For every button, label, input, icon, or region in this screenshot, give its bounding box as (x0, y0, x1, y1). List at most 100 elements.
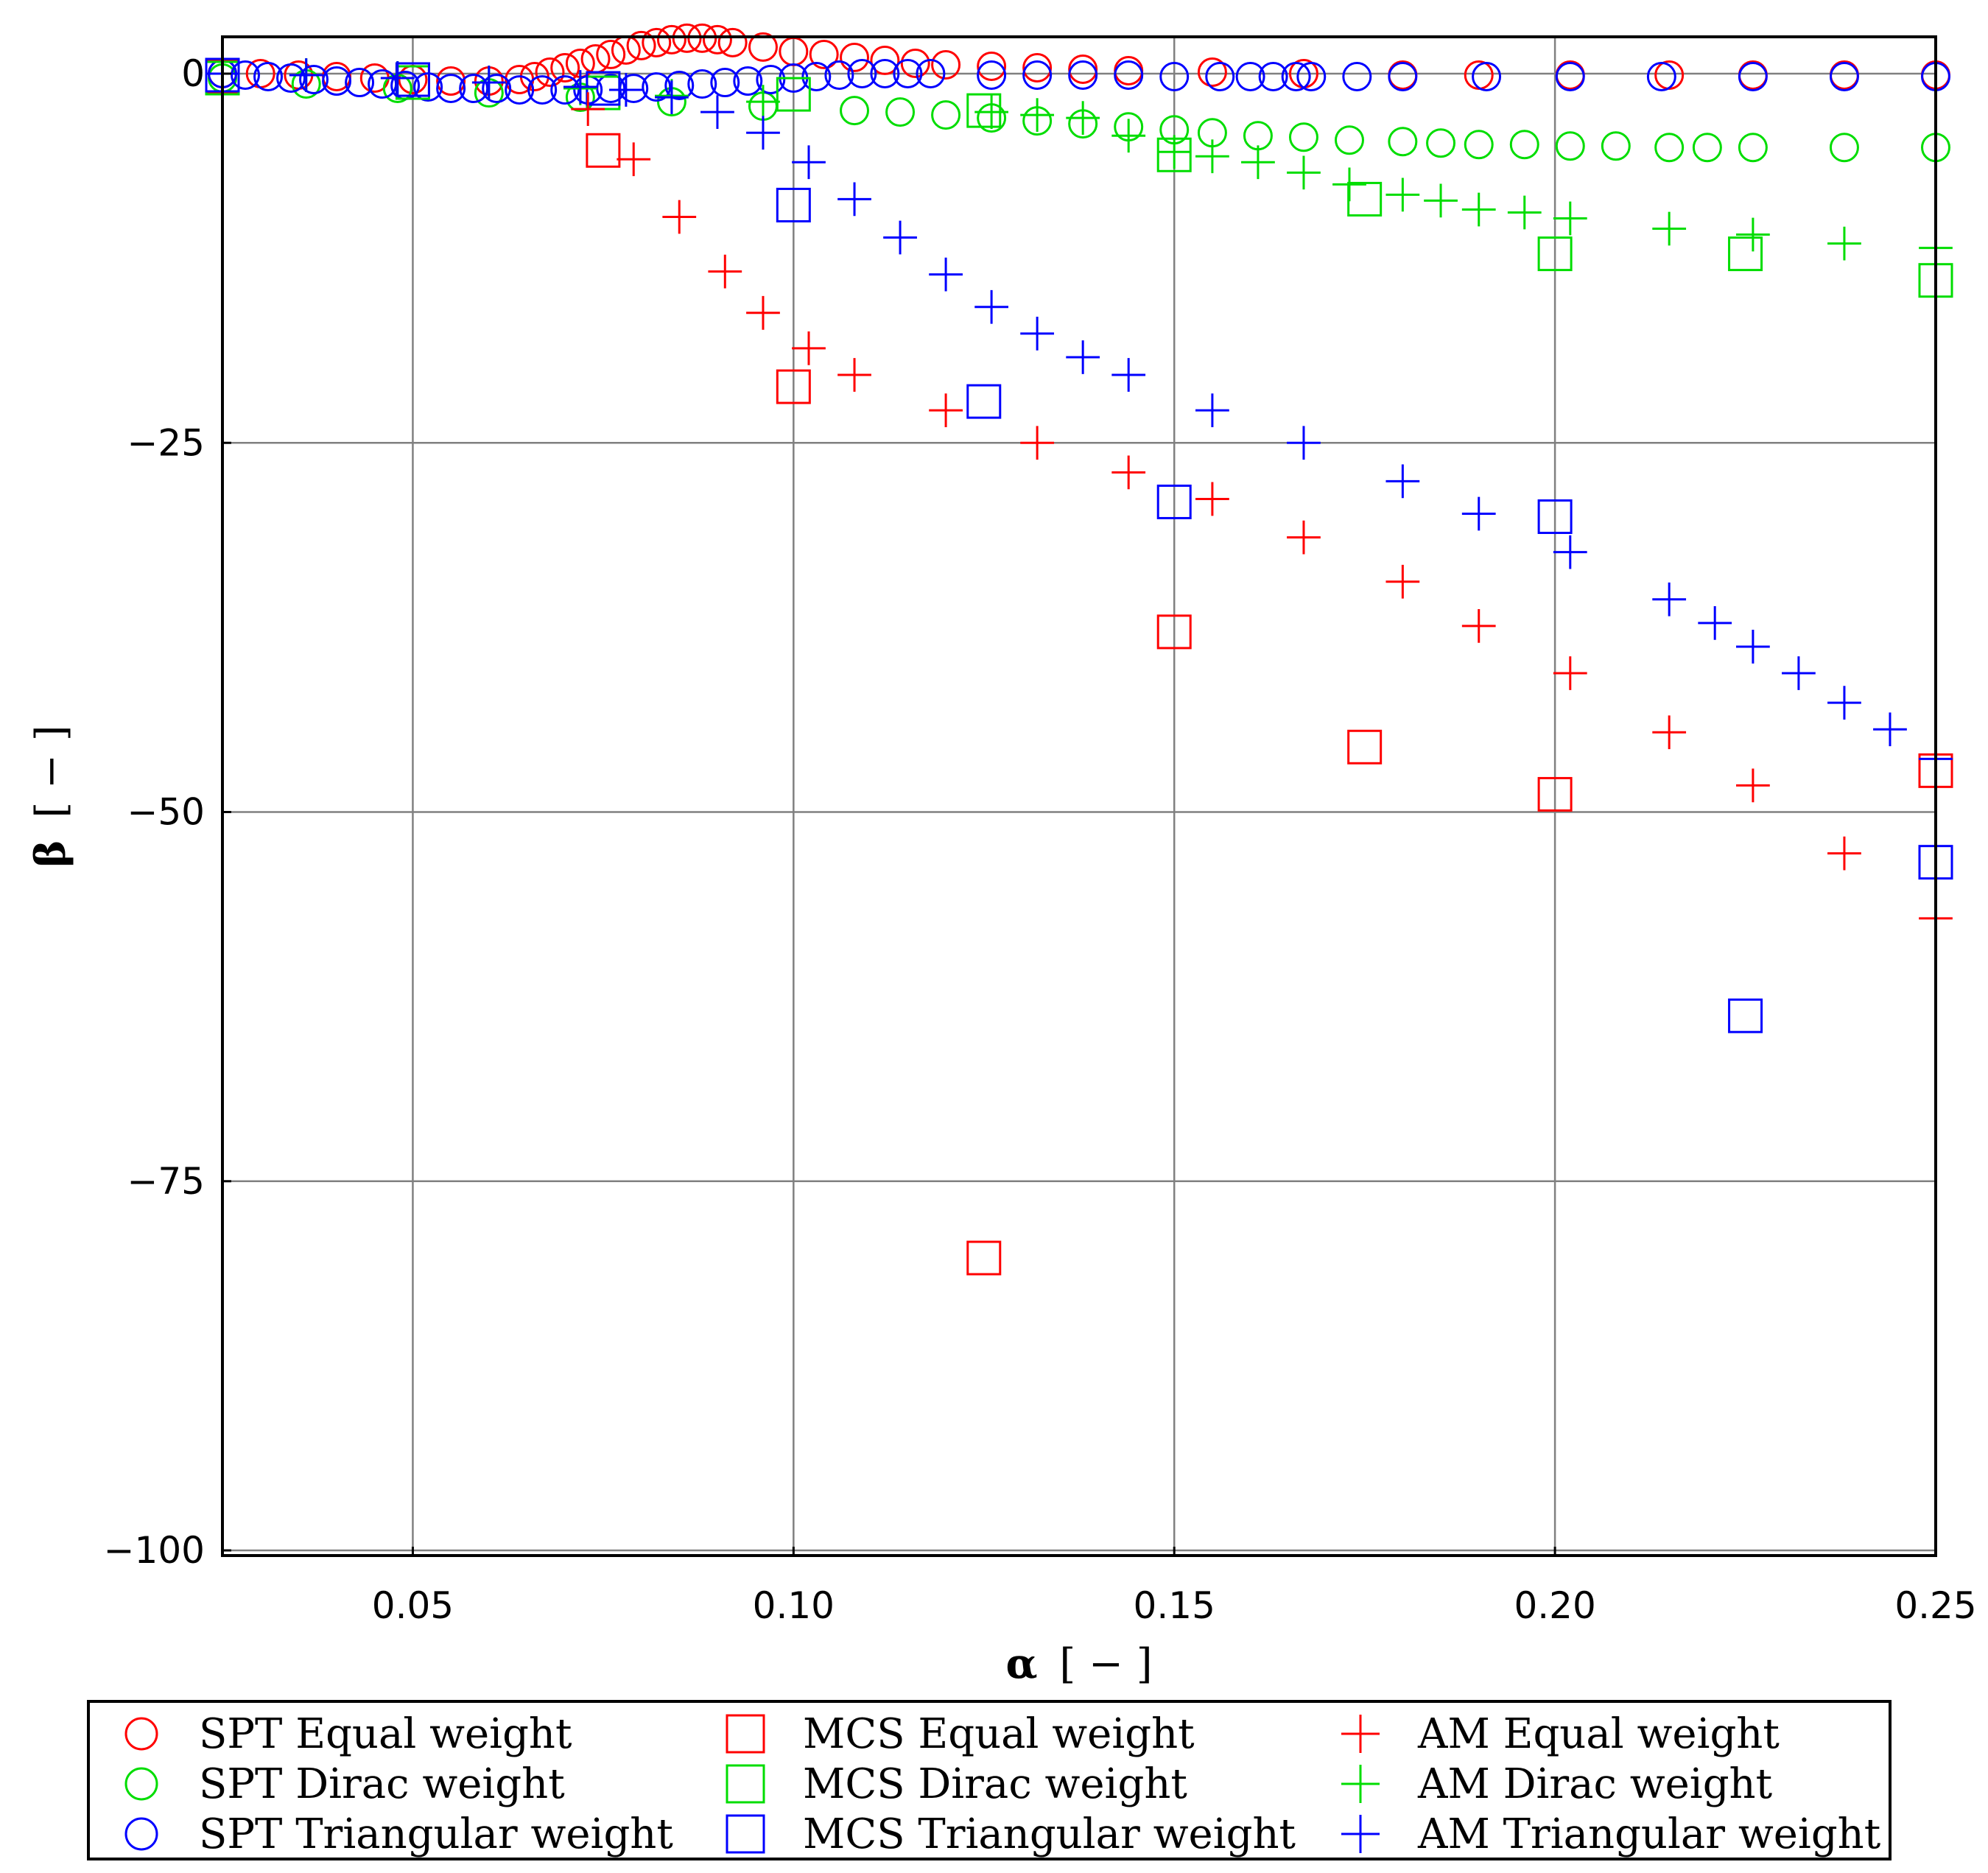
legend-label: SPT Triangular weight (199, 1810, 673, 1858)
data-point (840, 42, 870, 72)
data-point (596, 39, 626, 69)
square-marker-icon (726, 1714, 765, 1754)
y-tick-label: −75 (127, 1160, 205, 1203)
data-point (966, 1240, 1002, 1276)
data-point (482, 74, 512, 104)
legend-label: AM Dirac weight (1418, 1760, 1773, 1808)
data-point (776, 77, 811, 112)
data-point (1020, 426, 1055, 460)
data-point (1652, 582, 1687, 616)
data-point (1287, 155, 1321, 190)
data-point (710, 68, 740, 98)
data-point (893, 59, 923, 88)
series-am-triangular-weight (206, 57, 1953, 776)
data-point (1464, 130, 1494, 160)
data-point (1205, 62, 1235, 91)
legend-label: AM Equal weight (1418, 1709, 1780, 1758)
data-point (289, 58, 323, 92)
data-point (1258, 62, 1288, 91)
series-spt-dirac-weight (208, 63, 1950, 163)
data-point (1342, 62, 1372, 91)
data-point (837, 182, 871, 217)
data-point (617, 142, 651, 177)
grid-lines (222, 37, 1937, 1556)
legend-marker (124, 1717, 158, 1751)
data-point (792, 145, 826, 180)
x-tick-label: 0.20 (1514, 1584, 1595, 1627)
square-marker-icon (726, 1814, 765, 1854)
circle-marker-icon (124, 1717, 158, 1751)
data-point (1507, 195, 1542, 230)
data-point (1388, 62, 1418, 91)
data-point (792, 331, 826, 365)
legend-marker (1341, 1815, 1380, 1853)
data-point (527, 75, 558, 105)
data-point (883, 220, 917, 255)
data-point (1537, 236, 1573, 272)
data-point (1736, 217, 1770, 252)
data-point (870, 45, 900, 75)
series-mcs-equal-weight (205, 59, 1953, 1276)
data-point (535, 57, 565, 87)
circle-marker-icon (124, 1817, 158, 1851)
data-point (1020, 317, 1055, 351)
data-point (746, 295, 780, 330)
data-point (837, 358, 871, 392)
data-point (1385, 564, 1420, 599)
legend-label: MCS Dirac weight (803, 1760, 1187, 1808)
legend-item: AM Triangular weight (1338, 1809, 1880, 1859)
data-point (1738, 133, 1768, 163)
y-tick-label: 0 (181, 52, 205, 95)
series-mcs-dirac-weight (205, 60, 1953, 298)
data-point (299, 65, 329, 94)
data-point (1068, 55, 1098, 84)
y-tick-label: −100 (104, 1529, 205, 1572)
data-point (1156, 614, 1192, 650)
data-point (824, 60, 854, 90)
data-point (1296, 62, 1327, 91)
data-point (1692, 133, 1722, 163)
data-point (586, 133, 621, 168)
x-axis-unit: [ − ] (1059, 1640, 1152, 1688)
data-point (776, 187, 811, 222)
data-point (609, 73, 643, 107)
data-point (459, 74, 489, 104)
data-point (1066, 340, 1100, 374)
y-tick-label: −50 (127, 791, 205, 834)
data-point (550, 53, 580, 82)
data-point (1287, 426, 1321, 460)
data-point (700, 95, 734, 130)
x-tick-label: 0.25 (1894, 1584, 1976, 1627)
data-point (977, 51, 1007, 81)
y-axis-symbol: β (27, 840, 75, 867)
legend-marker (124, 1817, 158, 1851)
data-point (1426, 128, 1456, 158)
data-point (1652, 211, 1687, 246)
data-point (1385, 464, 1420, 499)
data-point (1736, 768, 1770, 803)
data-point (974, 289, 1008, 324)
data-point (655, 80, 689, 114)
data-point (550, 75, 580, 105)
data-point (626, 30, 656, 60)
data-point (662, 200, 697, 234)
data-point (1461, 608, 1496, 643)
legend-marker (1341, 1715, 1380, 1753)
data-point (1728, 998, 1763, 1033)
data-point (1281, 62, 1311, 91)
data-point (1652, 715, 1687, 750)
series-mcs-triangular-weight (205, 57, 1953, 1033)
legend-marker (726, 1764, 765, 1804)
data-point (717, 27, 748, 57)
legend-item: AM Dirac weight (1338, 1759, 1772, 1809)
data-point (1728, 236, 1763, 272)
data-point (809, 39, 839, 69)
data-point (870, 59, 900, 88)
data-point (1829, 62, 1859, 91)
y-tick-label: −25 (127, 421, 205, 464)
legend-item: SPT Equal weight (119, 1709, 572, 1759)
legend-label: SPT Dirac weight (199, 1760, 565, 1808)
data-point (571, 92, 605, 126)
data-point (966, 93, 1002, 128)
data-point (580, 43, 611, 74)
